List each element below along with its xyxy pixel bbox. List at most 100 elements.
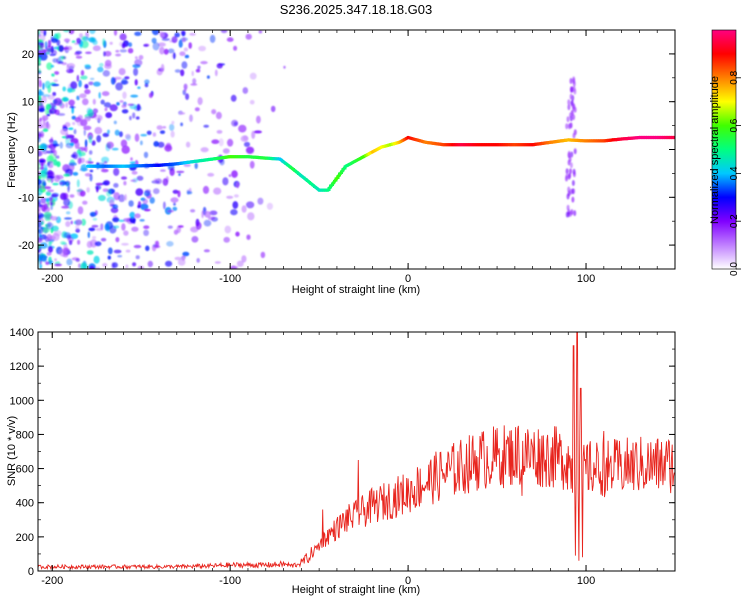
noise-speckle <box>39 263 43 269</box>
noise-speckle <box>178 173 181 176</box>
noise-speckle <box>72 121 76 126</box>
noise-speckle <box>161 38 171 41</box>
noise-speckle <box>153 178 158 184</box>
noise-speckle <box>169 123 175 132</box>
noise-speckle <box>207 172 215 177</box>
noise-speckle <box>99 62 104 67</box>
noise-speckle <box>207 216 216 220</box>
streak-speckle <box>571 188 575 195</box>
noise-speckle <box>76 74 80 82</box>
noise-speckle <box>86 187 90 193</box>
noise-speckle <box>160 169 166 172</box>
noise-speckle <box>114 129 120 136</box>
noise-speckle <box>133 244 142 249</box>
noise-speckle <box>249 72 257 80</box>
noise-speckle <box>163 201 166 210</box>
noise-speckle <box>144 79 150 85</box>
noise-speckle <box>93 81 101 87</box>
noise-speckle <box>251 130 256 139</box>
noise-speckle <box>44 80 51 89</box>
noise-speckle <box>88 135 93 144</box>
noise-speckle <box>69 194 75 198</box>
noise-speckle <box>38 200 41 203</box>
noise-speckle <box>136 175 144 181</box>
noise-speckle <box>191 70 194 77</box>
noise-speckle <box>98 92 101 99</box>
noise-speckle <box>71 40 76 43</box>
noise-speckle <box>78 79 82 88</box>
spectrogram-ytick-label: -20 <box>18 240 34 252</box>
noise-speckle <box>119 100 124 103</box>
noise-speckle <box>66 258 73 266</box>
noise-speckle <box>79 33 83 38</box>
noise-speckle <box>43 211 52 219</box>
noise-speckle <box>241 255 247 263</box>
streak-speckle <box>570 209 574 216</box>
noise-speckle <box>58 248 68 257</box>
noise-speckle <box>87 231 91 239</box>
noise-speckle <box>138 55 144 60</box>
noise-speckle <box>132 262 137 267</box>
noise-speckle <box>157 141 165 148</box>
noise-speckle <box>86 250 94 255</box>
snr-xlabel: Height of straight line (km) <box>292 584 420 596</box>
noise-speckle <box>152 132 157 137</box>
noise-speckle <box>38 102 43 108</box>
noise-speckle <box>146 130 152 135</box>
noise-speckle <box>125 133 131 140</box>
colorbar-tick-label: 0.8 <box>729 70 740 84</box>
noise-speckle <box>45 191 52 196</box>
noise-speckle <box>283 65 286 69</box>
snr-series-line <box>38 332 675 571</box>
noise-speckle <box>52 58 59 63</box>
noise-speckle <box>203 219 212 227</box>
noise-speckle <box>102 38 106 46</box>
spectrogram-background <box>38 30 675 269</box>
noise-speckle <box>89 37 97 44</box>
noise-speckle <box>134 59 143 67</box>
streak-speckle <box>572 171 576 178</box>
noise-speckle <box>46 113 51 117</box>
colorbar-gradient <box>712 30 736 269</box>
noise-speckle <box>38 205 41 212</box>
noise-speckle <box>100 99 105 105</box>
noise-speckle <box>54 71 60 75</box>
streak-speckle <box>566 204 570 211</box>
noise-speckle <box>75 50 83 55</box>
noise-speckle <box>103 51 106 57</box>
noise-speckle <box>131 170 138 175</box>
noise-speckle <box>195 221 202 230</box>
noise-speckle <box>215 111 222 120</box>
noise-speckle <box>39 143 48 150</box>
noise-speckle <box>88 227 96 232</box>
noise-speckle <box>134 79 138 86</box>
noise-speckle <box>159 32 165 38</box>
colorbar: 0.0 0.2 0.4 0.6 0.8 Normalized spectral ampl… <box>709 29 741 276</box>
noise-speckle <box>67 87 73 93</box>
noise-speckle <box>156 125 163 130</box>
streak-speckle <box>573 88 577 95</box>
noise-speckle <box>121 145 130 154</box>
noise-speckle <box>123 230 129 236</box>
noise-speckle <box>200 61 208 65</box>
noise-speckle <box>142 198 148 205</box>
snr-ylabel: SNR (10 * v/v) <box>6 416 18 486</box>
noise-speckle <box>253 130 262 134</box>
noise-speckle <box>183 83 188 90</box>
noise-speckle <box>110 77 116 85</box>
noise-speckle <box>167 209 174 213</box>
noise-speckle <box>50 64 55 68</box>
noise-speckle <box>119 49 128 53</box>
noise-speckle <box>68 127 74 130</box>
noise-speckle <box>84 64 91 68</box>
snr-ytick-label: 1200 <box>10 361 34 373</box>
noise-speckle <box>177 190 181 198</box>
noise-speckle <box>151 30 160 36</box>
noise-speckle <box>101 91 110 97</box>
noise-speckle <box>52 182 59 186</box>
noise-speckle <box>92 45 101 52</box>
noise-speckle <box>173 202 176 206</box>
streak-speckle <box>565 123 569 130</box>
noise-speckle <box>38 39 43 42</box>
